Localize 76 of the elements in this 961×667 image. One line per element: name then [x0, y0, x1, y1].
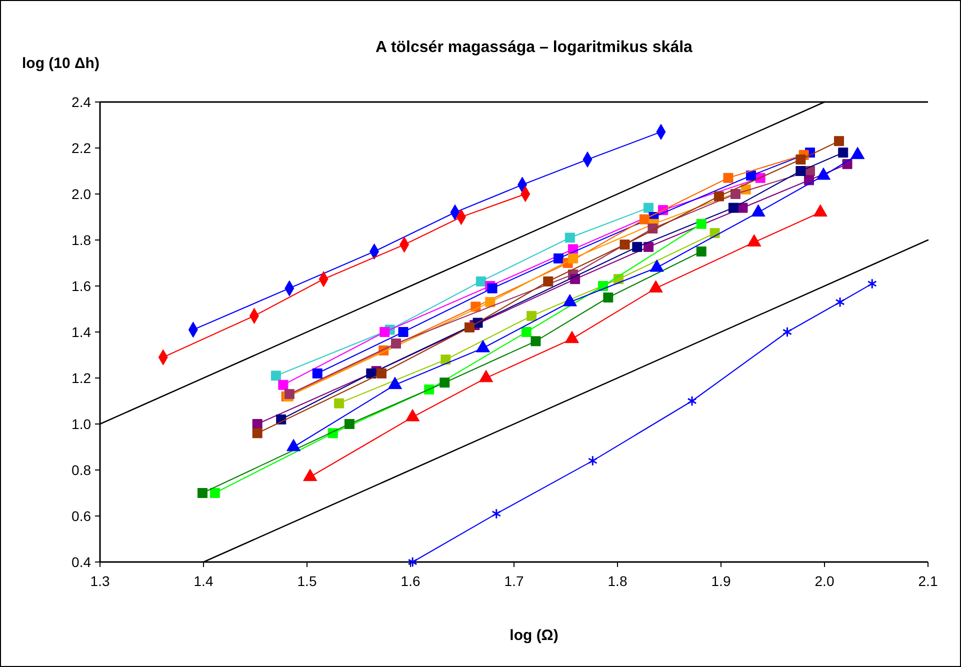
point — [543, 276, 554, 286]
point — [278, 380, 288, 390]
point — [838, 148, 848, 158]
point — [804, 175, 814, 186]
point — [687, 396, 697, 406]
point — [568, 253, 578, 264]
point — [312, 368, 322, 378]
y-tick-label: 1.8 — [72, 232, 92, 248]
point — [696, 218, 706, 229]
x-tick-label: 1.4 — [194, 573, 214, 589]
x-tick-label: 1.9 — [711, 573, 731, 589]
point — [440, 378, 450, 388]
point — [464, 322, 474, 332]
point — [835, 296, 845, 308]
point — [391, 338, 402, 348]
point — [738, 202, 748, 213]
point — [210, 488, 220, 498]
y-tick-label: 0.6 — [72, 508, 92, 524]
chart-title: A tölcsér magassága – logaritmikus skála — [376, 39, 693, 56]
point — [696, 246, 706, 256]
point — [723, 172, 734, 183]
point — [603, 292, 614, 302]
point — [252, 428, 262, 438]
point — [728, 202, 738, 213]
point — [376, 368, 387, 378]
point — [492, 508, 502, 520]
x-tick-label: 2.1 — [918, 573, 938, 589]
point — [746, 170, 756, 181]
point — [334, 398, 344, 408]
point — [485, 297, 496, 308]
point — [782, 326, 792, 338]
point — [487, 283, 498, 294]
point — [530, 336, 541, 346]
point — [252, 419, 262, 429]
x-tick-label: 1.8 — [608, 573, 628, 589]
x-tick-label: 1.3 — [90, 573, 110, 589]
point — [440, 354, 451, 365]
point — [366, 368, 376, 378]
point — [639, 214, 650, 224]
point — [380, 327, 390, 337]
point — [564, 232, 575, 243]
point — [730, 189, 740, 199]
point — [526, 310, 537, 321]
y-tick-label: 2.4 — [72, 94, 92, 110]
point — [270, 370, 281, 381]
y-tick-label: 2.0 — [72, 186, 92, 202]
point — [867, 278, 877, 290]
point — [408, 556, 418, 568]
y-tick-label: 1.6 — [72, 278, 92, 294]
point — [521, 327, 532, 337]
point — [644, 242, 654, 252]
y-tick-label: 1.2 — [72, 370, 92, 386]
point — [476, 276, 486, 286]
x-axis-title: log (Ω) — [510, 627, 558, 644]
point — [620, 240, 630, 250]
point — [398, 327, 408, 337]
point — [834, 136, 844, 146]
x-tick-label: 2.0 — [814, 573, 834, 589]
point — [796, 166, 806, 176]
x-tick-label: 1.7 — [504, 573, 524, 589]
x-tick-label: 1.5 — [297, 573, 317, 589]
x-tick-label: 1.6 — [400, 573, 420, 589]
point — [554, 253, 564, 264]
point — [714, 191, 724, 202]
point — [588, 455, 598, 466]
y-tick-label: 2.2 — [72, 140, 92, 156]
y-tick-label: 0.8 — [72, 462, 92, 478]
y-tick-label: 1.4 — [72, 324, 92, 340]
point — [632, 242, 642, 252]
y-axis-title: log (10 Δh) — [22, 55, 100, 72]
point — [197, 488, 208, 498]
y-tick-label: 1.0 — [72, 416, 92, 432]
point — [644, 202, 654, 213]
point — [796, 154, 806, 164]
y-tick-label: 0.4 — [72, 554, 92, 570]
point — [344, 419, 354, 429]
